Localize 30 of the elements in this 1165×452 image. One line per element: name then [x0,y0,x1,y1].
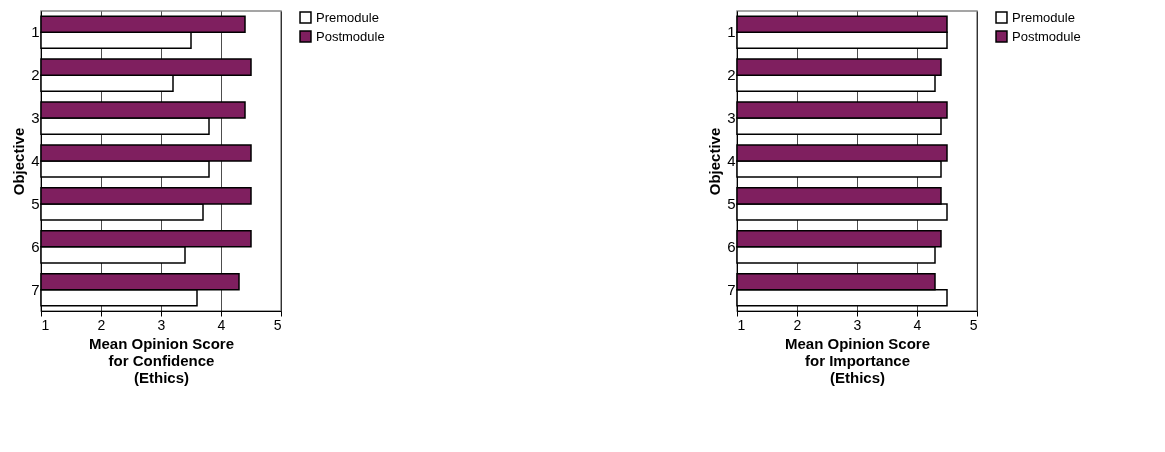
legend-label: Postmodule [1012,28,1081,44]
legend-label: Postmodule [316,28,385,44]
y-tick-label: 7 [727,280,736,298]
x-tick-label: 3 [157,316,166,333]
x-tick-label: 4 [217,316,226,333]
y-tick-label: 2 [31,66,40,84]
x-axis-title: Mean Opinion Score for Importance (Ethics) [784,334,931,386]
y-tick-label: 1 [727,23,736,41]
y-tick-label: 6 [727,237,736,255]
y-axis-title: Objective [706,127,724,196]
x-tick-label: 5 [273,316,282,333]
y-tick-label: 1 [31,23,40,41]
x-tick-label: 3 [853,316,862,333]
x-tick-label: 2 [97,316,106,333]
x-axis-title: Mean Opinion Score for Confidence (Ethics) [88,334,235,386]
x-tick-label: 4 [913,316,922,333]
y-tick-label: 7 [31,280,40,298]
y-tick-label: 2 [727,66,736,84]
legend-label: Premodule [316,9,379,25]
y-tick-label: 3 [727,109,736,127]
y-axis-title: Objective [10,127,28,196]
y-tick-label: 4 [727,152,736,169]
y-tick-label: 4 [31,152,40,169]
legend-label: Premodule [1012,9,1075,25]
y-tick-label: 5 [31,194,40,212]
x-tick-label: 2 [793,316,802,333]
y-tick-label: 5 [727,194,736,212]
y-tick-label: 6 [31,237,40,255]
y-tick-label: 3 [31,109,40,127]
x-tick-label: 5 [969,316,978,333]
